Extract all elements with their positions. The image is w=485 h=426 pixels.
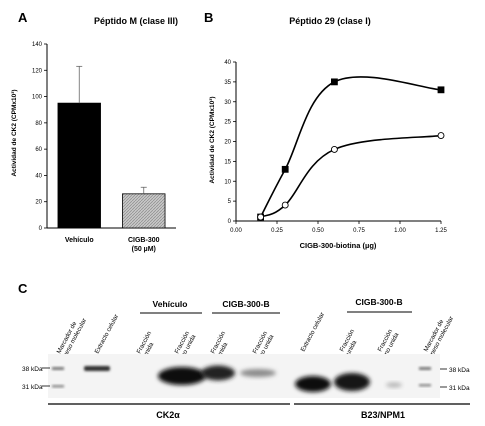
right-mw-31: 31 kDa xyxy=(449,385,470,392)
band-b23-no-unida xyxy=(386,382,402,388)
panel-b-x-tick-label: 0.00 xyxy=(230,228,242,234)
panel-b-y-tick-label: 35 xyxy=(224,80,231,86)
panel-a-y-tick-label: 80 xyxy=(35,121,42,127)
right-blot-membrane xyxy=(290,354,440,398)
group-label-cigb-left: CIGB-300-B xyxy=(222,299,269,309)
panel-b-y-tick-label: 0 xyxy=(228,219,232,225)
panel-a-title: Péptido M (clase III) xyxy=(94,16,178,26)
panel-b-point-circle xyxy=(257,213,265,221)
panel-b-y-tick-label: 20 xyxy=(224,140,231,146)
band-vehiculo-no-unida xyxy=(158,367,206,385)
panel-b-series-line xyxy=(260,134,442,218)
panel-c: C Marcador depeso molecular Extracto celu… xyxy=(18,281,470,420)
panel-b-x-tick-label: 0.75 xyxy=(353,228,365,234)
panel-b-point-square xyxy=(437,86,445,94)
panel-b-letter: B xyxy=(204,10,213,25)
left-blot-membrane xyxy=(48,354,290,398)
panel-a-y-tick-label: 20 xyxy=(35,200,42,206)
panel-c-letter: C xyxy=(18,281,28,296)
panel-b-x-tick-label: 1.00 xyxy=(394,228,406,234)
panel-b-x-tick-label: 0.25 xyxy=(271,228,283,234)
panel-b-y-tick-label: 10 xyxy=(224,179,231,185)
panel-b-point-square xyxy=(330,78,338,86)
group-label-cigb-right: CIGB-300-B xyxy=(355,297,402,307)
marker-band-38 xyxy=(52,367,64,370)
group-label-vehiculo: Vehículo xyxy=(153,299,188,309)
panel-b-point-circle xyxy=(281,201,289,209)
panel-a-category-label: CIGB-300 xyxy=(128,237,160,244)
panel-b-y-tick-label: 15 xyxy=(224,159,231,165)
panel-a-y-tick-label: 100 xyxy=(32,95,43,101)
band-cigb-unida xyxy=(201,365,235,381)
panel-a-y-axis-label: Actividad de CK2 (CPMx10³) xyxy=(11,89,18,176)
left-blot-lane-label: Extracto celular xyxy=(94,313,121,355)
left-blot-lane-label: Marcador depeso molecular xyxy=(56,314,89,358)
panel-b-point-circle xyxy=(330,145,338,153)
right-blot-lane-label: Fracciónunida xyxy=(339,328,363,356)
panel-b-series-line xyxy=(259,76,442,218)
panel-a-x-labels: Vehículo CIGB-300 (50 µM) xyxy=(65,237,160,253)
panel-a-y-ticks: 0 20 40 60 80 100 120 140 xyxy=(32,42,47,232)
band-b23-extracto xyxy=(295,376,331,392)
panel-b-y-axis-label: Actividad de CK2 (CPMx10³) xyxy=(209,96,216,183)
panel-a: A Péptido M (clase III) Actividad de CK2… xyxy=(11,10,178,253)
panel-a-y-tick-label: 60 xyxy=(35,147,42,153)
panel-b-y-tick-label: 5 xyxy=(228,199,232,205)
panel-b-x-axis-label: CIGB-300-biotina (µg) xyxy=(300,241,377,250)
panel-a-y-tick-label: 0 xyxy=(39,226,43,232)
marker-band-right-31 xyxy=(419,384,431,387)
panel-a-y-tick-label: 120 xyxy=(32,68,43,74)
panel-a-y-tick-label: 40 xyxy=(35,173,42,179)
panel-a-category-label: Vehículo xyxy=(65,237,94,244)
left-protein-label: CK2α xyxy=(156,410,180,420)
right-protein-label: B23/NPM1 xyxy=(361,410,405,420)
panel-b-axes xyxy=(235,62,441,222)
left-mw-38: 38 kDa xyxy=(22,366,43,373)
right-blot-lane-label: Fracciónno unida xyxy=(377,328,401,356)
panel-b-y-tick-label: 40 xyxy=(224,60,231,66)
panel-b-point-circle xyxy=(437,132,445,139)
panel-b-ticks: 0 5 10 15 20 25 30 35 40 0.00 0.25 0.50 0.75 1.00 1.25 xyxy=(224,60,447,234)
panel-a-category-label: (50 µM) xyxy=(132,246,156,253)
band-extracto-ck2 xyxy=(84,366,110,371)
marker-band-right-38 xyxy=(419,367,431,370)
panel-a-bar xyxy=(122,193,166,229)
panel-a-letter: A xyxy=(18,10,28,25)
right-blot-lane-label: Extracto celular xyxy=(300,311,327,353)
right-mw-38: 38 kDa xyxy=(449,367,470,374)
right-blot-lane-labels: Extracto celular Fracciónunida Fracciónno … xyxy=(300,311,456,356)
panel-b-y-tick-label: 25 xyxy=(224,120,231,126)
panel-a-bar xyxy=(57,102,101,229)
panel-a-y-tick-label: 140 xyxy=(32,42,43,48)
panel-b-title: Péptido 29 (clase I) xyxy=(289,16,371,26)
panel-a-bars xyxy=(57,65,166,229)
band-b23-unida xyxy=(334,373,370,391)
left-mw-31: 31 kDa xyxy=(22,384,43,391)
panel-b: B Péptido 29 (clase I) Actividad de CK2 … xyxy=(204,10,447,250)
marker-band-31 xyxy=(52,385,64,388)
band-cigb-no-unida xyxy=(240,369,276,377)
panel-b-y-tick-label: 30 xyxy=(224,100,231,106)
panel-b-point-square xyxy=(281,165,289,173)
panel-b-x-tick-label: 1.25 xyxy=(435,228,447,234)
panel-b-x-tick-label: 0.50 xyxy=(312,228,324,234)
panel-b-series xyxy=(257,76,445,221)
right-blot-lane-label: Marcador depeso molecular xyxy=(423,312,456,356)
left-blot-lane-labels: Marcador depeso molecular Extracto celula… xyxy=(56,313,276,358)
